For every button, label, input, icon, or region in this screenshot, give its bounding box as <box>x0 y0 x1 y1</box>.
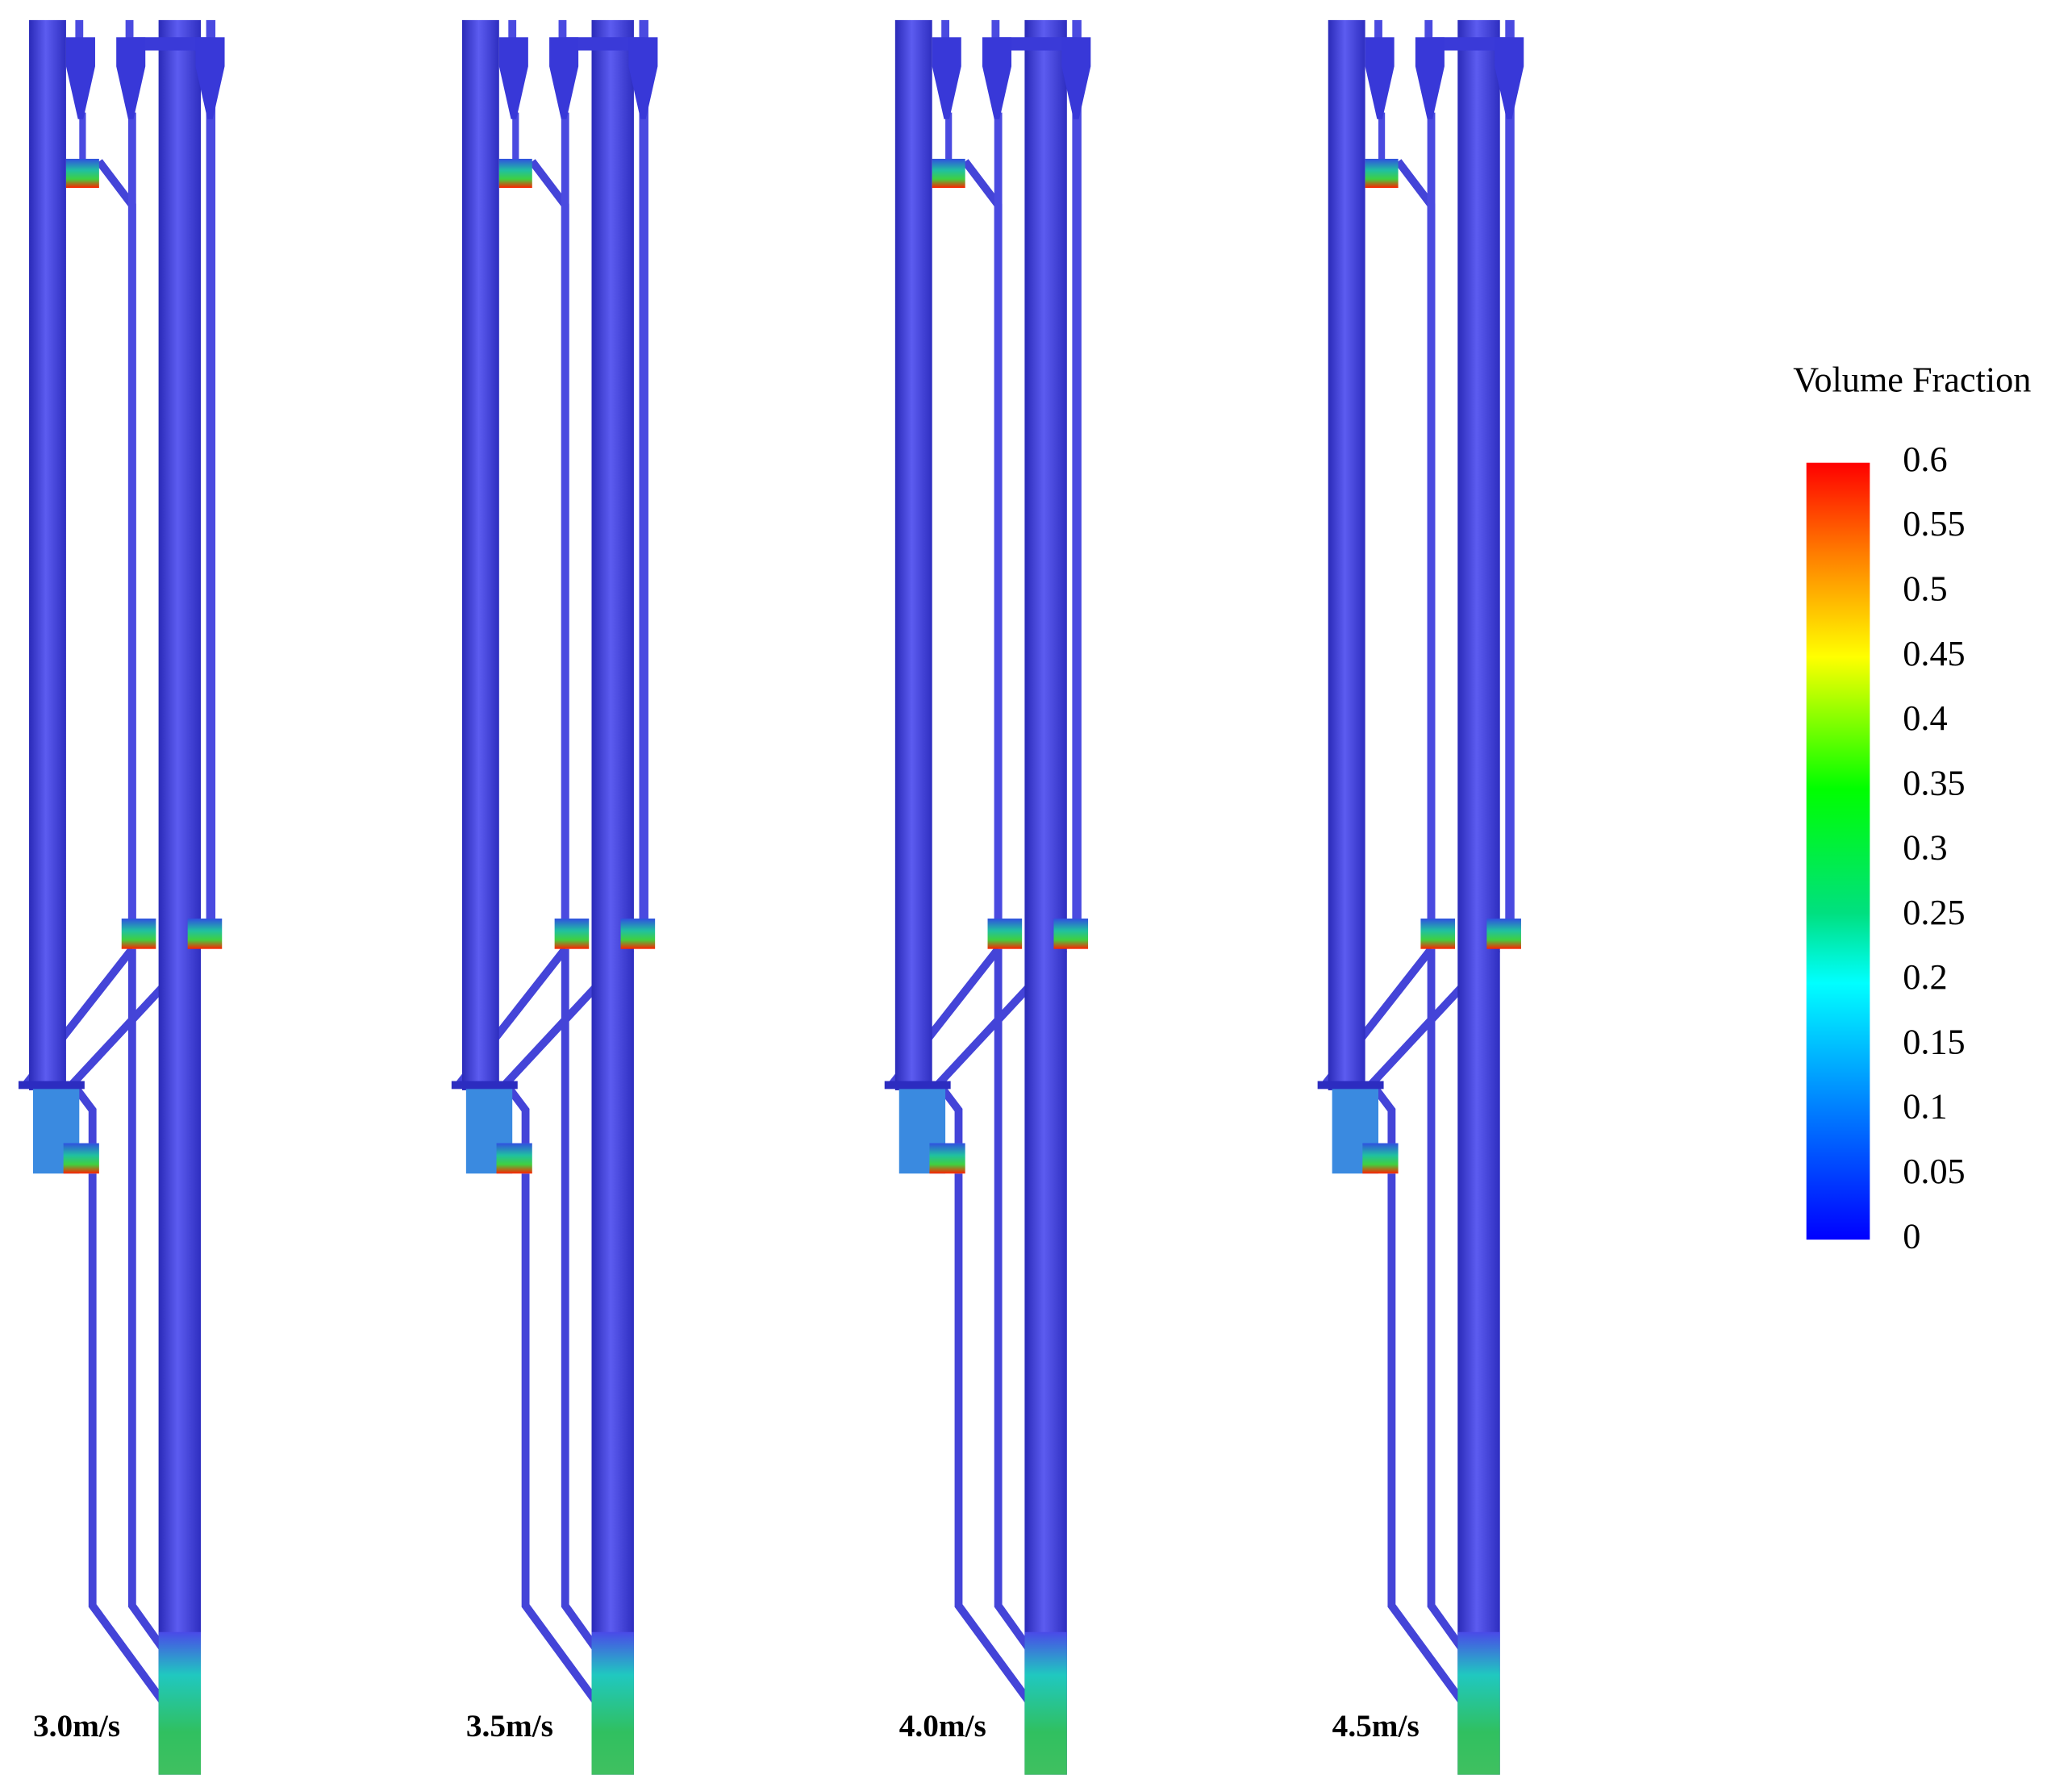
panel-label: 3.0m/s <box>33 1708 120 1744</box>
colorbar-tick-label: 0.1 <box>1903 1087 1947 1127</box>
colorbar <box>1806 462 1870 1240</box>
colorbar-title: Volume Fraction <box>1793 360 2031 399</box>
colorbar-tick-label: 0.15 <box>1903 1022 1965 1061</box>
panel-label: 4.5m/s <box>1332 1708 1420 1744</box>
panel-label: 3.5m/s <box>466 1708 553 1744</box>
colorbar-tick-label: 0.25 <box>1903 893 1965 932</box>
colorbar-tick-label: 0.4 <box>1903 698 1947 738</box>
panel-rig <box>1318 20 1524 1775</box>
colorbar-tick-label: 0.3 <box>1903 828 1947 868</box>
colorbar-tick-label: 0.2 <box>1903 957 1947 997</box>
colorbar-tick-label: 0.35 <box>1903 763 1965 802</box>
panel-rig <box>452 20 658 1775</box>
panel-rig <box>19 20 225 1775</box>
colorbar-ticks: 0.6 0.55 0.5 0.45 0.4 0.35 0.3 0.25 0.2 0.15 0.1 0.… <box>1903 440 1965 1256</box>
colorbar-tick-label: 0.6 <box>1903 440 1947 479</box>
panel-label: 4.0m/s <box>899 1708 986 1744</box>
panels: 3.0m/s 3.5m/s 4.0m/s 4.5m/s <box>19 20 1524 1775</box>
colorbar-tick-label: 0.45 <box>1903 634 1965 673</box>
colorbar-tick-label: 0 <box>1903 1216 1920 1256</box>
colorbar-tick-label: 0.05 <box>1903 1152 1965 1191</box>
colorbar-tick-label: 0.55 <box>1903 504 1965 544</box>
colorbar-tick-label: 0.5 <box>1903 569 1947 608</box>
panel-rig <box>885 20 1091 1775</box>
